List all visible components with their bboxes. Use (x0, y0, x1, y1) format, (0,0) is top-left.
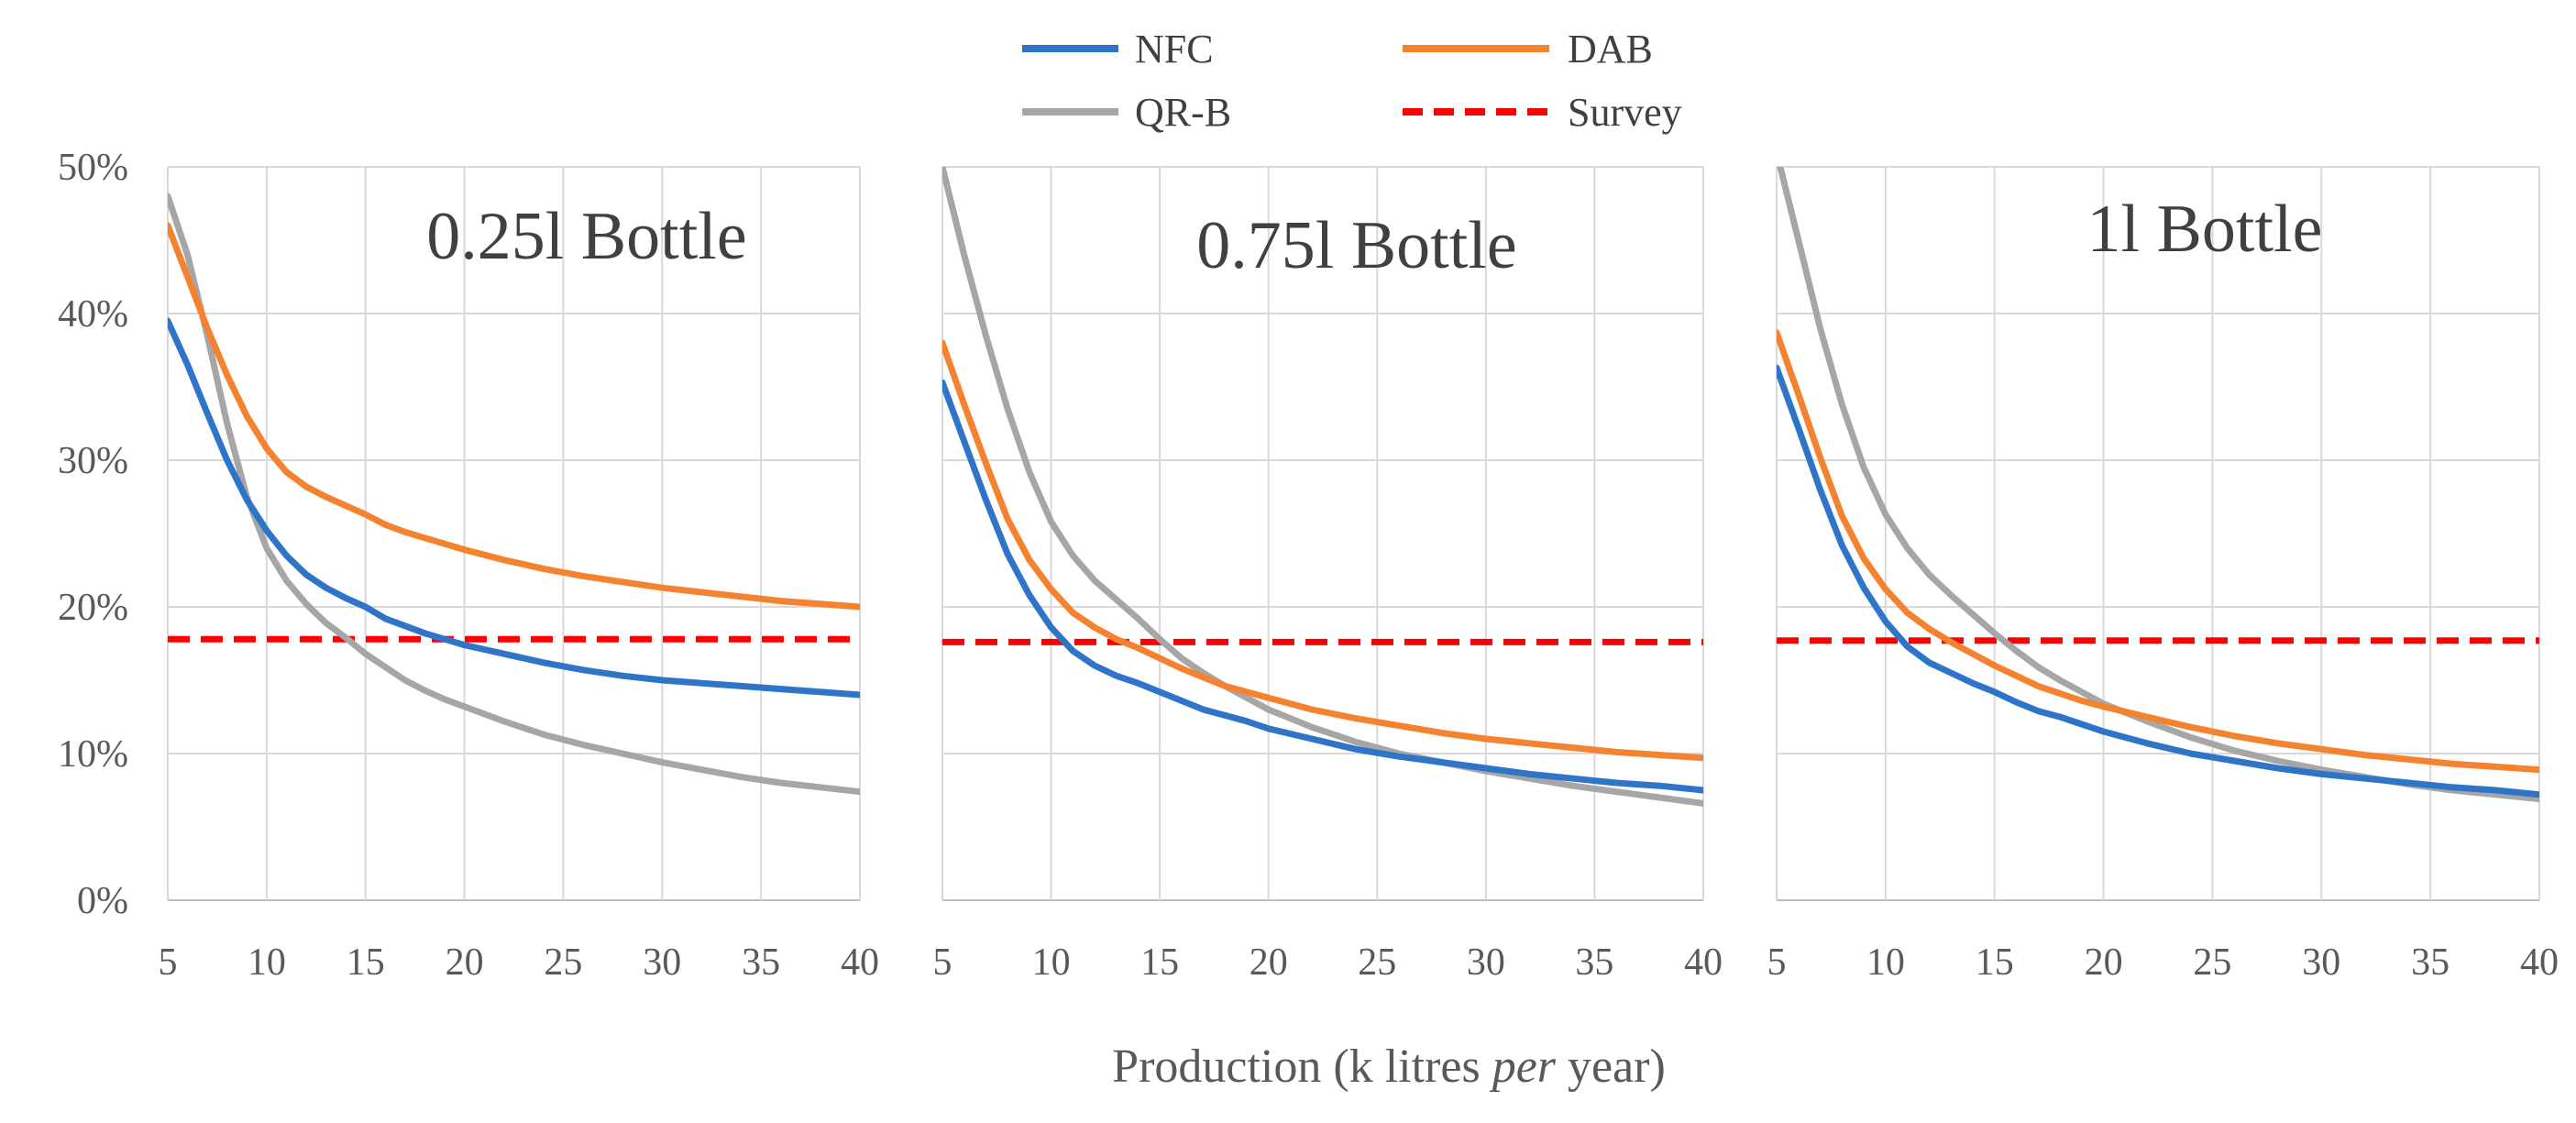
panel-1-x-tick-label-20: 20 (446, 941, 484, 984)
panel-1-x-tick-label-35: 35 (742, 941, 780, 984)
panel-1-line-nfc (168, 317, 860, 699)
legend-label-survey: Survey (1568, 90, 1682, 135)
panel-1-x-tick-label-25: 25 (544, 941, 582, 984)
panel-1-x-tick-label-40: 40 (841, 941, 879, 984)
panel-3-x-tick-label-10: 10 (1866, 941, 1905, 984)
panel-3: 5 10 15 20 25 30 35 40 1l Bottle (1767, 166, 2559, 984)
panel-2-x-tick-label-40: 40 (1684, 941, 1723, 984)
panel-2-x-tick-label-20: 20 (1249, 941, 1288, 984)
panel-3-title: 1l Bottle (2087, 192, 2323, 267)
panel-1-line-dab (168, 222, 860, 611)
panel-2-x-tick-label-35: 35 (1575, 941, 1613, 984)
panel-1-x-tick-label-30: 30 (643, 941, 681, 984)
legend: NFC DAB QR-B Survey (1022, 27, 1682, 135)
legend-label-qr-b: QR-B (1135, 90, 1231, 135)
legend-entry-nfc: NFC (1022, 27, 1214, 72)
panel-3-x-tick-label-30: 30 (2302, 941, 2340, 984)
panel-2-title: 0.75l Bottle (1196, 208, 1516, 283)
y-tick-label-20: 20% (58, 587, 128, 629)
panel-2-line-nfc (942, 379, 1703, 794)
panel-1-x-tick-label-5: 5 (159, 941, 178, 984)
y-tick-label-30: 30% (58, 440, 128, 482)
panel-3-x-tick-label-20: 20 (2085, 941, 2123, 984)
panel-3-x-tick-label-5: 5 (1767, 941, 1787, 984)
x-axis-title-part-3: year) (1556, 1040, 1666, 1093)
legend-entry-qr-b: QR-B (1022, 90, 1231, 135)
panel-2-x-tick-label-10: 10 (1032, 941, 1071, 984)
panel-1-series (168, 193, 860, 796)
y-tick-label-50: 50% (58, 147, 128, 189)
x-axis-title-part-1: Production (k litres (1112, 1040, 1492, 1093)
panels: 5 10 15 20 25 30 35 40 0% 10% 20% 30% 40% 50% 0.25l Bo… (58, 147, 2559, 984)
panel-2-x-tick-label-30: 30 (1467, 941, 1505, 984)
panel-1: 5 10 15 20 25 30 35 40 0% 10% 20% 30% 40% 50% 0.25l Bo… (58, 147, 879, 984)
x-axis-title: Production (k litres per year) (1112, 1040, 1666, 1093)
x-axis-title-part-2: per (1489, 1040, 1557, 1093)
panel-2-series (942, 167, 1703, 807)
panel-3-x-tick-label-25: 25 (2193, 941, 2231, 984)
legend-entry-survey: Survey (1403, 90, 1682, 135)
panel-1-title: 0.25l Bottle (426, 199, 746, 274)
panel-3-line-nfc (1777, 364, 2539, 798)
legend-label-dab: DAB (1568, 27, 1653, 72)
panel-1-x-tick-label-15: 15 (347, 941, 385, 984)
panel-2-x-tick-label-5: 5 (933, 941, 952, 984)
panel-1-x-tick-label-10: 10 (248, 941, 286, 984)
panel-2-x-tick-label-15: 15 (1140, 941, 1179, 984)
panel-3-x-tick-label-40: 40 (2520, 941, 2559, 984)
y-tick-label-10: 10% (58, 733, 128, 776)
panel-2-line-dab (942, 339, 1703, 762)
panel-2-x-tick-label-25: 25 (1358, 941, 1396, 984)
panel-3-line-dab (1777, 329, 2539, 774)
panel-1-line-qr-b (168, 193, 860, 796)
legend-label-nfc: NFC (1135, 27, 1214, 72)
legend-entry-dab: DAB (1403, 27, 1653, 72)
panel-2: 5 10 15 20 25 30 35 40 0.75l Bottle (933, 166, 1723, 984)
panel-3-x-tick-label-35: 35 (2411, 941, 2449, 984)
y-tick-label-0: 0% (77, 880, 128, 922)
panel-3-series (1777, 167, 2539, 803)
y-tick-label-40: 40% (58, 293, 128, 336)
panel-3-x-tick-label-15: 15 (1976, 941, 2014, 984)
